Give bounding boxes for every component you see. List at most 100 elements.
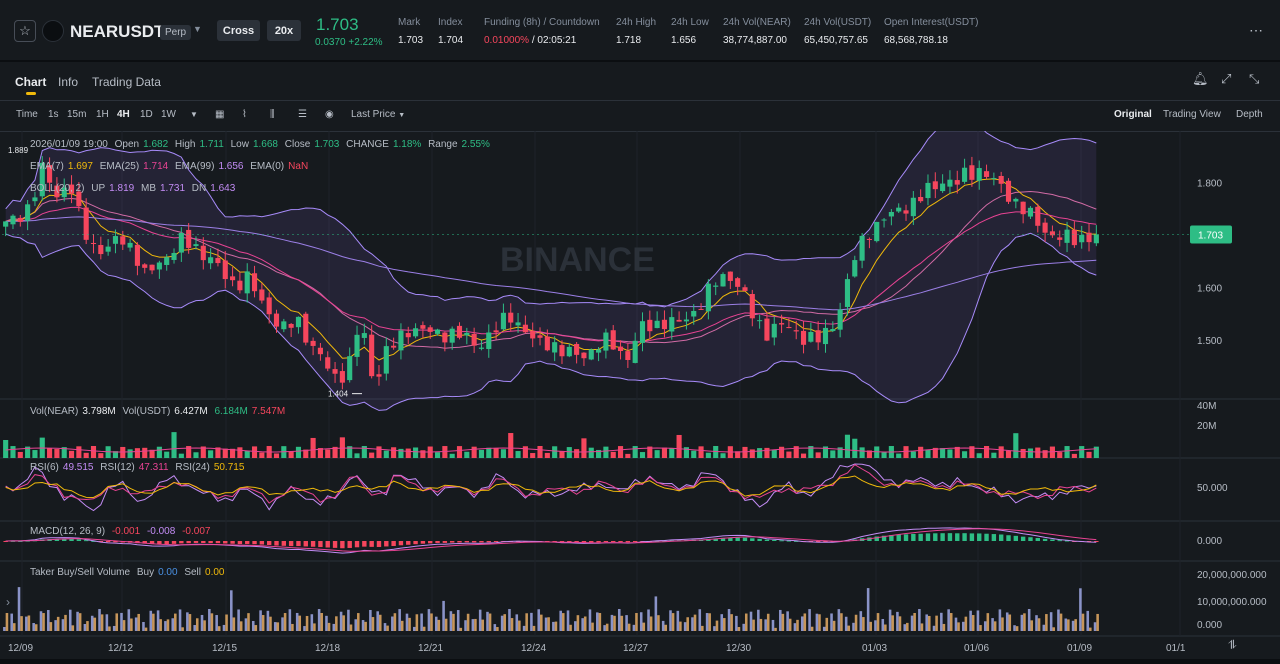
candle-body <box>1064 229 1070 243</box>
macd-histogram-bar <box>3 541 8 542</box>
volume-bar <box>786 451 792 458</box>
candle-body <box>610 330 616 350</box>
taker-sell-bar <box>591 622 594 631</box>
macd-histogram-bar <box>252 541 257 545</box>
price-source-select[interactable]: Last Price ▼ <box>351 109 406 120</box>
stat-24h-high: 24h High 1.718 <box>616 17 657 46</box>
expand-icon[interactable]: ⤡ <box>1249 71 1260 86</box>
taker-buy-bar <box>654 596 658 631</box>
symbol-dropdown-chevron-icon[interactable]: ▼ <box>193 24 202 34</box>
volume-bar <box>925 449 931 458</box>
taker-buy-bar <box>720 614 724 631</box>
taker-sell-bar <box>78 613 82 631</box>
view-trading-view[interactable]: Trading View <box>1163 109 1221 120</box>
volume-bar <box>369 452 375 458</box>
taker-buy-bar <box>61 619 65 631</box>
macd-histogram-bar <box>98 541 104 542</box>
drawing-tools-icon[interactable]: ◉ <box>325 109 334 120</box>
taker-sell-bar <box>701 625 704 631</box>
volume-bar <box>771 449 777 458</box>
taker-buy-bar <box>544 617 548 631</box>
macd-histogram-bar <box>398 541 404 546</box>
volume-bar <box>171 432 177 458</box>
tab-info[interactable]: Info <box>58 75 79 89</box>
candle-body <box>127 242 133 248</box>
taker-sell-bar <box>715 620 719 631</box>
fullscreen-icon[interactable]: ⤢ <box>1221 71 1232 86</box>
volume-bar <box>559 450 565 458</box>
interval-4h[interactable]: 4H <box>117 109 130 120</box>
macd-histogram-bar <box>54 539 60 541</box>
volume-bar <box>347 446 353 458</box>
candle-body <box>793 330 799 332</box>
macd-histogram-bar <box>471 541 477 543</box>
macd-histogram-bar <box>428 541 433 544</box>
candle-body <box>215 258 221 264</box>
tab-chart[interactable]: Chart <box>15 75 47 89</box>
calendar-icon[interactable]: ▦ <box>215 109 225 120</box>
volume-bar <box>808 446 814 458</box>
taker-buy-bar <box>186 612 189 631</box>
taker-sell-bar <box>115 613 119 631</box>
volume-bar <box>515 451 521 458</box>
interval-15m[interactable]: 15m <box>67 109 87 120</box>
candle-body <box>866 238 872 240</box>
taker-sell-bar <box>993 621 997 631</box>
macd-histogram-bar <box>435 541 440 543</box>
volume-bar <box>918 446 924 458</box>
interval-1s[interactable]: 1s <box>48 109 59 120</box>
time-axis-tick: 12/21 <box>418 643 443 654</box>
interval-dropdown-icon[interactable]: ▼ <box>190 110 198 119</box>
volume-bar <box>522 446 528 458</box>
settings-icon[interactable]: ☰ <box>298 109 307 120</box>
view-original[interactable]: Original <box>1114 109 1152 120</box>
candle-body <box>98 244 104 255</box>
volume-bar <box>661 447 668 458</box>
candle-body <box>10 215 16 225</box>
volume-bar <box>639 452 646 458</box>
volume-bar <box>112 451 119 458</box>
candle-body <box>771 323 777 338</box>
chart-type-icon[interactable]: ⫼ <box>270 109 275 120</box>
taker-sell-bar <box>884 624 887 631</box>
view-depth[interactable]: Depth <box>1236 109 1263 120</box>
taker-axis-tick: 10,000,000.000 <box>1197 597 1267 608</box>
volume-bar <box>910 451 916 458</box>
taker-sell-bar <box>27 615 31 631</box>
interval-1h[interactable]: 1H <box>96 109 109 120</box>
taker-buy-bar <box>156 610 160 631</box>
interval-1d[interactable]: 1D <box>140 109 153 120</box>
symbol-name[interactable]: NEARUSDT <box>70 22 165 41</box>
macd-histogram-bar <box>245 541 250 544</box>
taker-sell-bar <box>949 613 953 631</box>
chart-area[interactable]: 1.800 1.600 1.500 40M 20M 50.000 0.000 20,000,0… <box>0 117 1280 659</box>
taker-sell-bar <box>1059 613 1063 631</box>
interval-1w[interactable]: 1W <box>161 109 176 120</box>
candle-body <box>874 221 880 242</box>
macd-histogram-bar <box>69 539 74 541</box>
volume-bar <box>398 448 404 458</box>
taker-sell-bar <box>649 616 653 631</box>
taker-buy-bar <box>171 618 175 631</box>
favorite-star-icon[interactable]: ☆ <box>14 20 36 42</box>
taker-buy-bar <box>332 623 336 631</box>
candlestick-chart[interactable]: 1.800 1.600 1.500 40M 20M 50.000 0.000 20,000,0… <box>0 117 1280 659</box>
indicators-icon[interactable]: ⌇ <box>242 109 247 120</box>
macd-histogram-bar <box>420 541 426 544</box>
taker-sell-bar <box>1045 614 1048 631</box>
more-options-icon[interactable]: ⋯ <box>1249 22 1264 38</box>
macd-histogram-bar <box>18 540 23 542</box>
candle-body <box>32 197 38 202</box>
margin-mode-button[interactable]: Cross <box>217 20 260 41</box>
candle-body <box>112 236 119 244</box>
taker-buy-bar <box>39 611 43 631</box>
leverage-button[interactable]: 20x <box>267 20 301 41</box>
candle-body <box>3 221 9 227</box>
taker-sell-bar <box>1081 613 1085 631</box>
taker-sell-bar <box>744 613 748 631</box>
volume-bar <box>669 448 675 458</box>
tab-trading-data[interactable]: Trading Data <box>92 75 161 89</box>
volume-bar <box>793 446 799 458</box>
macd-histogram-bar <box>479 541 484 543</box>
alert-bell-icon[interactable]: 🔔︎ <box>1192 71 1209 86</box>
